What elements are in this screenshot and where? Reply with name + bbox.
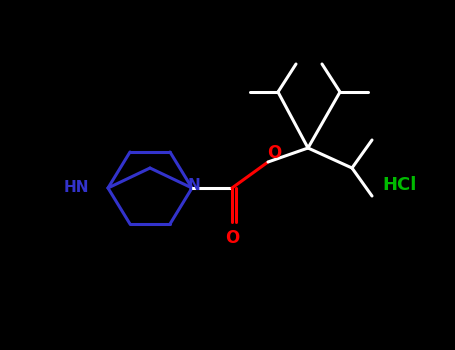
Text: HCl: HCl bbox=[383, 176, 417, 194]
Text: N: N bbox=[187, 178, 200, 194]
Text: O: O bbox=[225, 229, 239, 247]
Text: O: O bbox=[267, 144, 281, 162]
Text: HN: HN bbox=[63, 181, 89, 196]
